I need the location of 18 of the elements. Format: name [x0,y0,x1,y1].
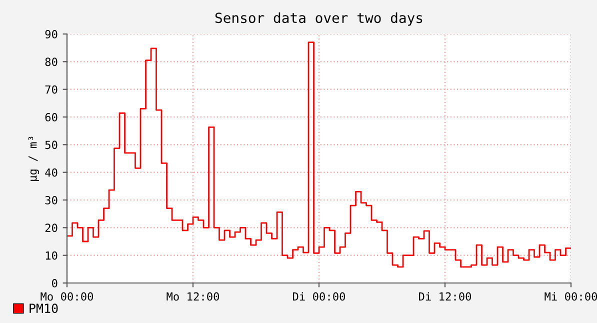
y-tick-label: 90 [45,30,58,38]
y-tick-label: 30 [45,196,58,204]
x-tick-label: Mo 12:00 [166,292,220,301]
y-tick-label: 10 [46,251,58,260]
y-tick-label: 60 [45,113,58,122]
y-tick-label: 70 [45,85,58,94]
chart-title: Sensor data over two days [215,12,422,26]
y-tick-label: 20 [45,224,58,232]
y-tick-label: 0 [52,279,58,288]
x-tick-label: Di 00:00 [292,292,346,301]
x-tick-label: Mi 00:00 [544,292,597,301]
x-tick-label: Di 12:00 [418,292,472,301]
y-tick-label: 40 [45,168,58,177]
y-tick-label: 50 [45,140,58,150]
legend-label: PM10 [30,304,58,314]
y-tick-label: 80 [45,58,58,66]
x-tick-label: Mo 00:00 [40,292,94,301]
y-axis-title: µg / m³ [28,136,40,181]
